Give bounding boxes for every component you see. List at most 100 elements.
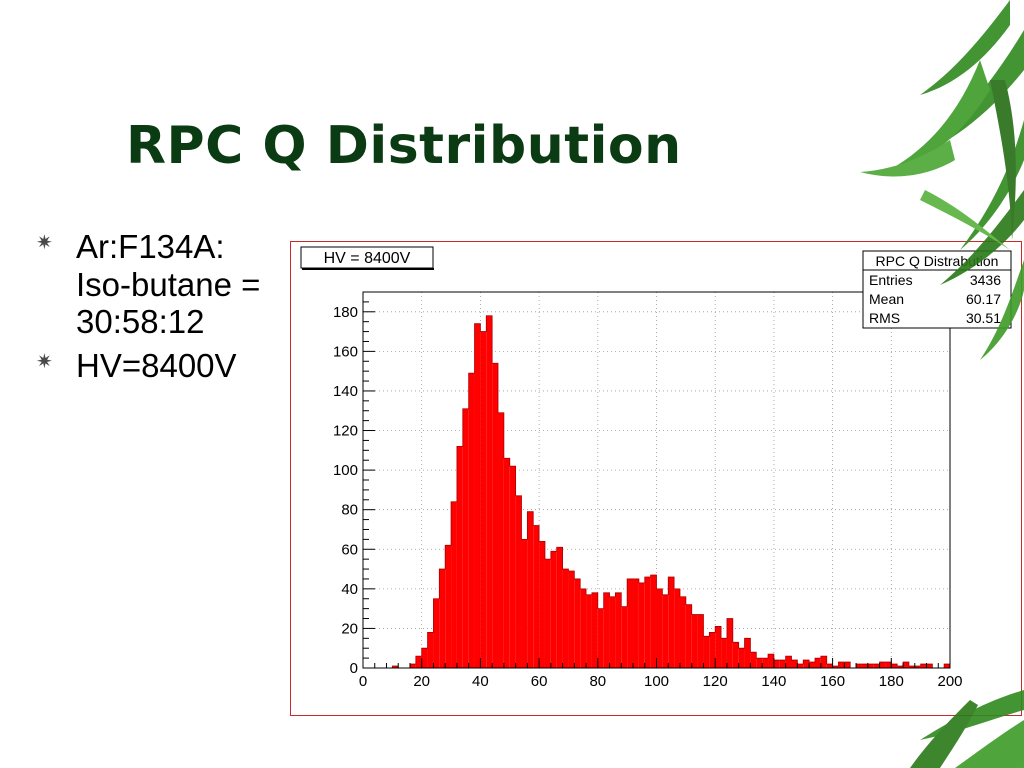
histogram-bar — [633, 578, 639, 668]
histogram-bar — [562, 569, 569, 668]
histogram-bar — [556, 547, 563, 668]
bullet-text-hv: HV=8400V — [76, 346, 237, 384]
histogram-bar — [791, 660, 798, 668]
histogram-outline — [363, 315, 951, 669]
stats-label-entries: Entries — [869, 272, 913, 288]
y-tick-label: 120 — [333, 423, 358, 440]
histogram-bar — [926, 664, 933, 668]
histogram-bar — [838, 662, 845, 668]
histogram-bar — [474, 323, 481, 668]
stats-value-rms: 30.51 — [966, 310, 1001, 326]
histogram-bar — [703, 636, 710, 668]
x-tick-label: 120 — [703, 673, 728, 690]
histogram-bar — [486, 315, 493, 668]
histogram-bar — [638, 582, 645, 668]
histogram-bar — [773, 660, 780, 668]
histogram-bar — [574, 578, 581, 668]
histogram-bar — [468, 373, 475, 668]
histogram-bar — [920, 664, 927, 668]
histogram-bar — [544, 559, 551, 668]
histogram-bar — [456, 446, 463, 668]
x-tick-label: 20 — [413, 673, 430, 690]
histogram-bar — [903, 662, 909, 668]
histogram-bar — [820, 656, 827, 668]
histogram-bar — [756, 658, 763, 668]
histogram-bar — [750, 652, 757, 668]
slide-title: RPC Q Distribution — [126, 116, 682, 176]
asterisk-bullet-icon: ✷ — [36, 350, 53, 373]
y-tick-label: 180 — [333, 304, 358, 321]
histogram-bar — [797, 664, 804, 668]
histogram-bar — [662, 594, 669, 668]
histogram-bar — [597, 608, 604, 668]
histogram-bar — [861, 664, 868, 668]
histogram-bar — [762, 658, 769, 668]
histogram-bar — [409, 664, 416, 668]
y-tick-label: 140 — [333, 383, 358, 400]
bullet-text-gas-mixture: Ar:F134A: Iso-butane = 30:58:12 — [76, 228, 261, 341]
x-tick-label: 160 — [820, 673, 845, 690]
histogram-bar — [873, 664, 880, 668]
histogram-bar — [891, 664, 898, 668]
x-tick-label: 140 — [761, 673, 786, 690]
histogram-bar — [914, 666, 921, 668]
bullet-item-gas-mixture: ✷ Ar:F134A: Iso-butane = 30:58:12 — [36, 228, 286, 341]
stats-value-mean: 60.17 — [966, 291, 1001, 307]
x-tick-label: 200 — [937, 673, 962, 690]
histogram-chart: 0 20 40 60 80 100 120 140 160 180 200 0 20 40 60 80 100 1… — [300, 246, 1012, 690]
histogram-bar — [627, 578, 634, 668]
histogram-bar — [480, 331, 487, 668]
histogram-bar — [580, 588, 587, 668]
histogram-bar — [944, 664, 950, 668]
histogram-bar — [685, 604, 692, 668]
histogram-bar — [856, 664, 862, 668]
histogram-bar — [768, 654, 774, 668]
y-tick-label: 160 — [333, 343, 358, 360]
histogram-bar — [451, 501, 457, 668]
stats-box-title: RPC Q Distrabution — [876, 253, 999, 269]
y-tick-label: 40 — [341, 581, 358, 598]
histogram-bar — [697, 614, 704, 668]
histogram-bar — [621, 606, 628, 668]
histogram-bar — [521, 539, 528, 668]
histogram-bar — [885, 662, 892, 668]
histogram-bar — [908, 666, 915, 668]
histogram-bar — [586, 594, 592, 668]
histogram-bar — [609, 596, 616, 668]
histogram-bar — [691, 614, 698, 668]
histogram-bar — [644, 576, 651, 668]
histogram-bar — [415, 656, 422, 668]
histogram-bar — [427, 632, 434, 668]
histogram-bar — [433, 598, 440, 668]
histogram-bar — [568, 571, 575, 668]
y-tick-label: 20 — [341, 620, 358, 637]
histogram-bar — [814, 658, 821, 668]
histogram-bar — [650, 574, 657, 668]
histogram-bar — [591, 592, 598, 668]
histogram-bar — [721, 638, 727, 668]
histogram-bar — [509, 466, 516, 668]
histogram-bar — [392, 666, 399, 668]
bullet-item-hv: ✷ HV=8400V — [36, 347, 286, 385]
x-tick-label: 0 — [359, 673, 367, 690]
histogram-bar — [779, 660, 786, 668]
histogram-bar — [503, 458, 510, 668]
histogram-bar — [826, 664, 833, 668]
x-tick-label: 180 — [879, 673, 904, 690]
histogram-bar — [533, 525, 540, 668]
histogram-bar — [492, 363, 499, 668]
histogram-bar — [879, 662, 886, 668]
x-tick-label: 40 — [472, 673, 489, 690]
bullet-list: ✷ Ar:F134A: Iso-butane = 30:58:12 ✷ HV=8… — [36, 228, 286, 390]
stats-label-mean: Mean — [869, 291, 904, 307]
histogram-bar — [809, 662, 815, 668]
histogram-bar — [785, 656, 792, 668]
histogram-bar — [421, 648, 428, 668]
histogram-bar — [603, 592, 610, 668]
histogram-bar — [844, 662, 851, 668]
histogram-bar — [679, 596, 686, 668]
histogram-bar — [527, 511, 534, 668]
x-tick-label: 80 — [589, 673, 606, 690]
histogram-bar — [656, 588, 663, 668]
histogram-bar — [738, 648, 745, 668]
